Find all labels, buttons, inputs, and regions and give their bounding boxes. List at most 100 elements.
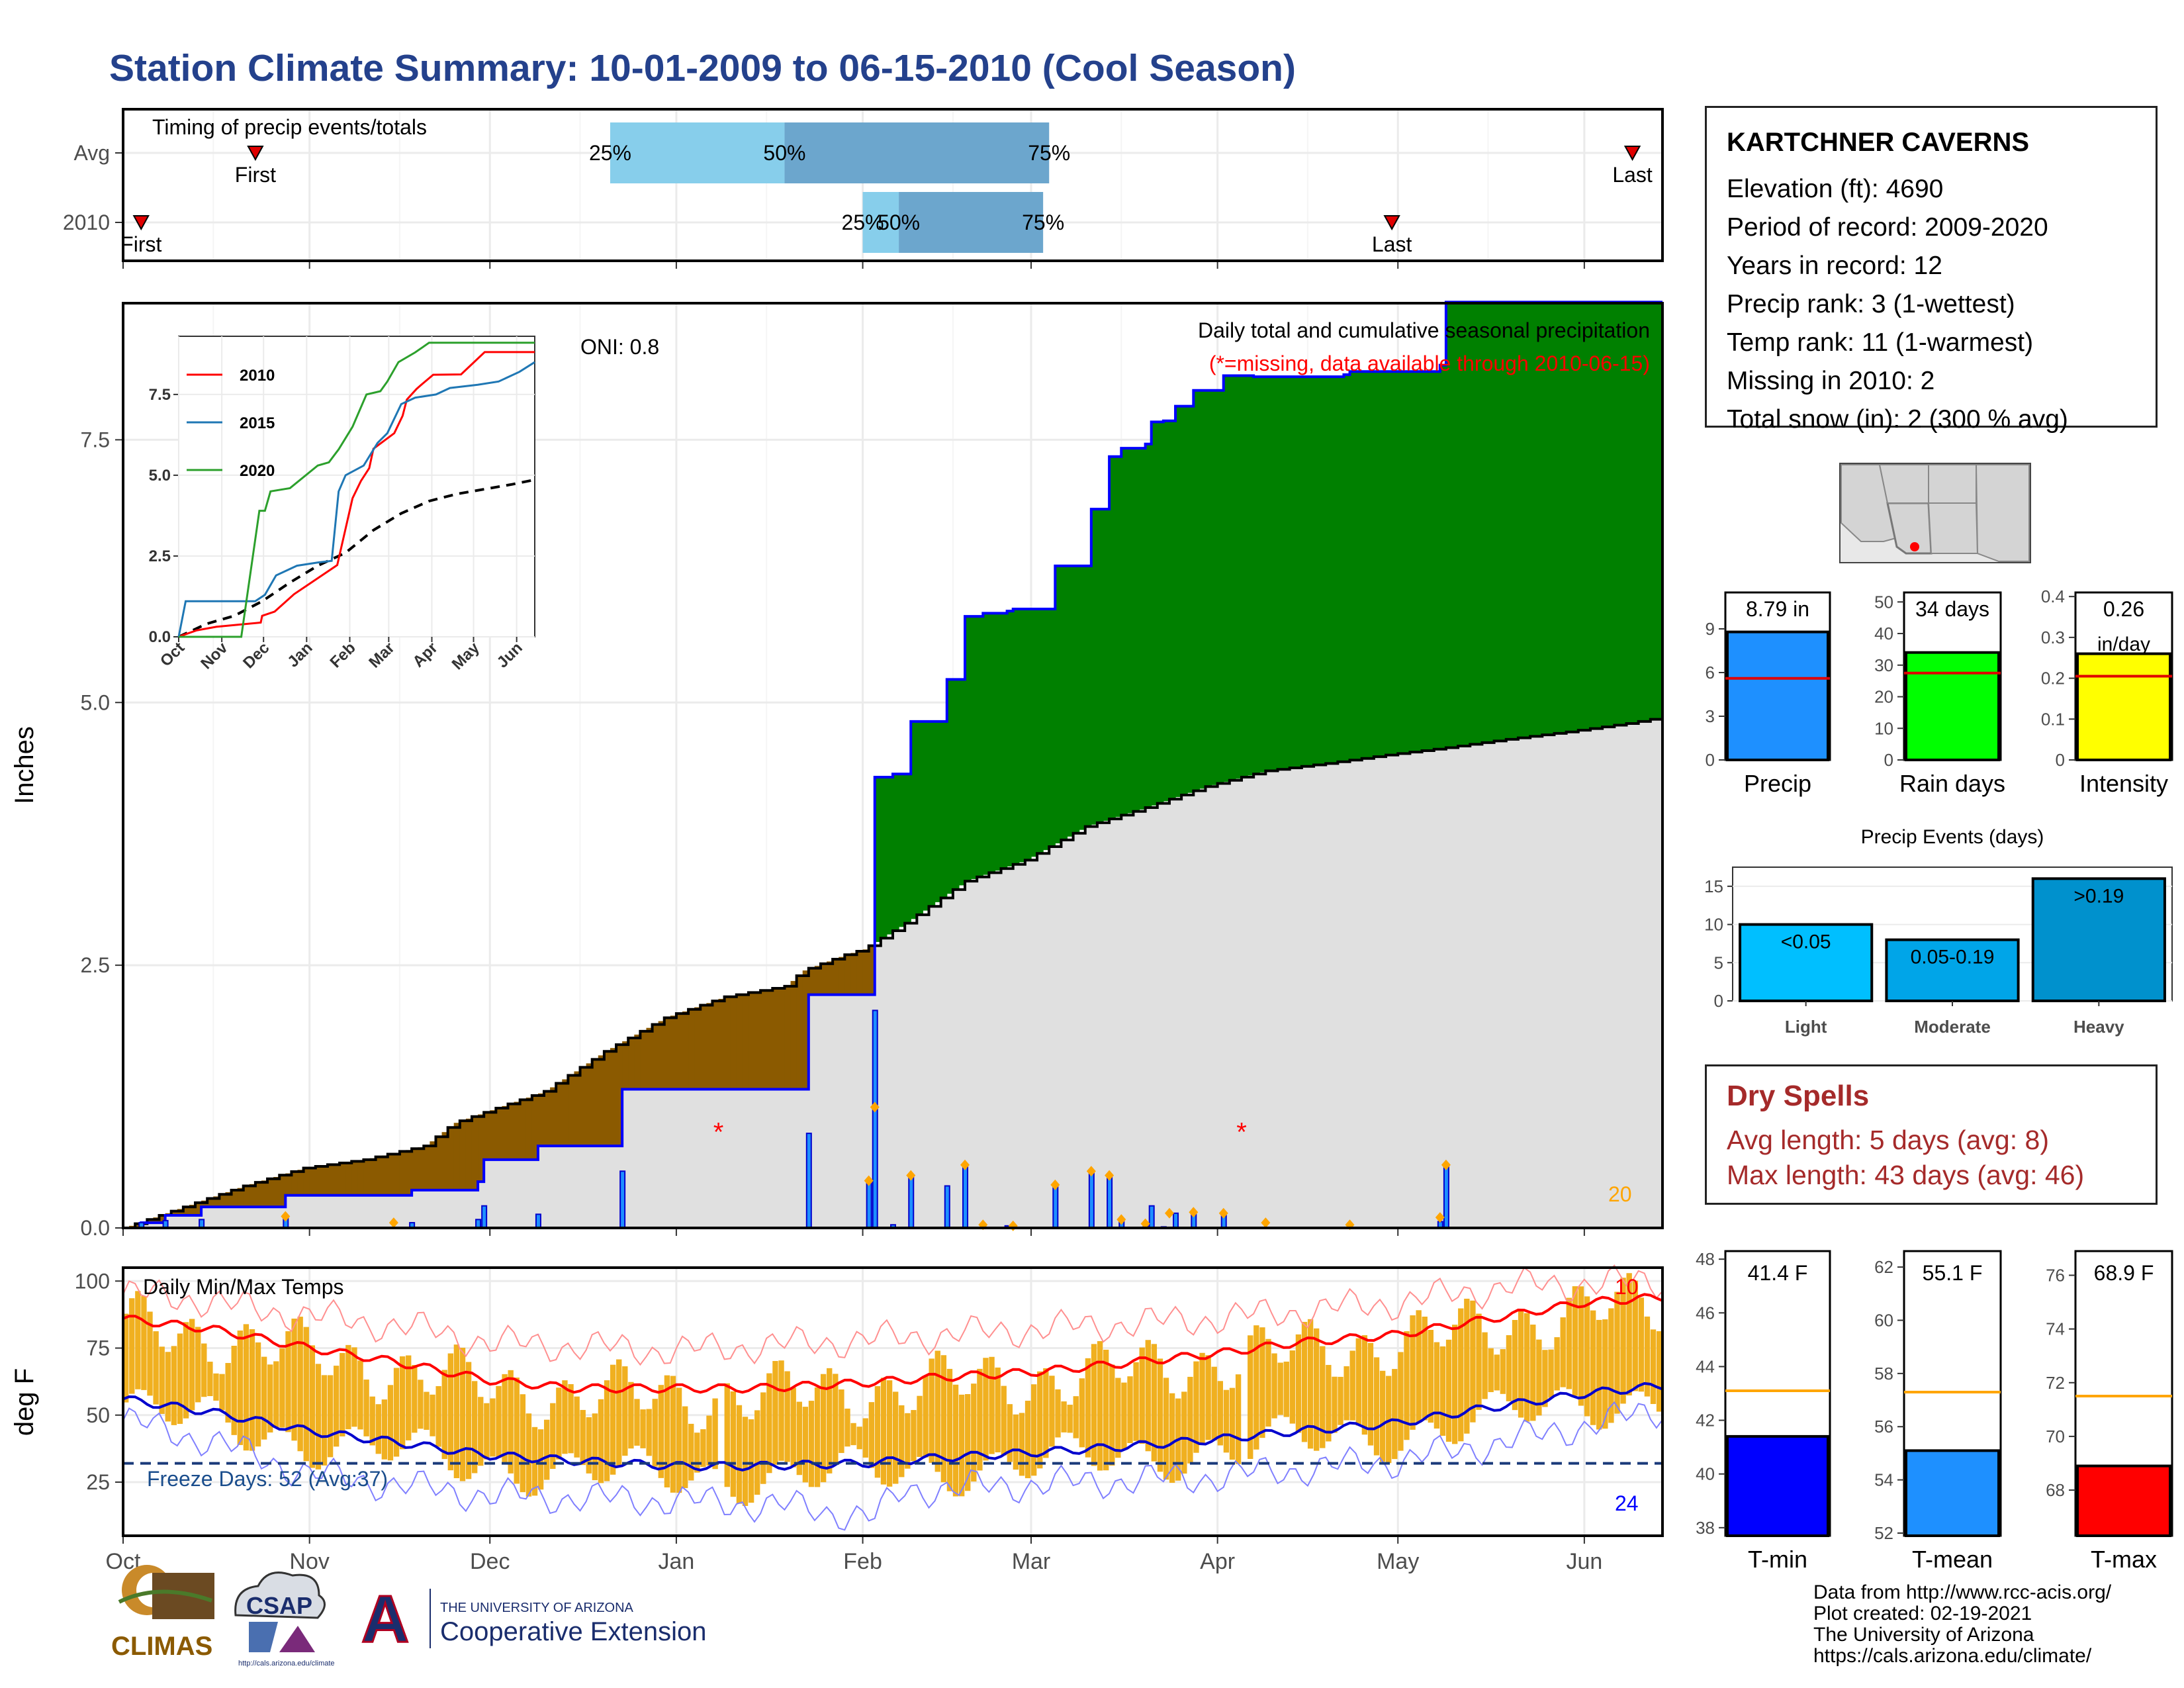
summary-value-unit: in/day bbox=[2097, 633, 2150, 655]
inset-y-tick-label: 0.0 bbox=[149, 628, 171, 646]
temps-x-tick-label: Nov bbox=[289, 1549, 329, 1574]
station-snow: Total snow (in): 2 (300 % avg) bbox=[1727, 405, 2068, 434]
temps-daily-bar bbox=[327, 1375, 334, 1458]
temps-daily-bar bbox=[1476, 1313, 1482, 1410]
precip-event-marker bbox=[1105, 1170, 1115, 1181]
temps-daily-bar bbox=[1578, 1286, 1584, 1406]
events-bar-moderate bbox=[1885, 938, 2020, 1002]
temps-daily-bar bbox=[1404, 1331, 1410, 1440]
precip-above-avg-area bbox=[1271, 377, 1279, 771]
temps-daily-bar bbox=[604, 1380, 610, 1481]
summary-y-tick-label: 0 bbox=[1884, 750, 1893, 770]
precip-above-avg-area bbox=[1073, 565, 1080, 833]
temps-daily-bar bbox=[592, 1413, 598, 1481]
temps-daily-bar bbox=[1398, 1352, 1404, 1451]
temps-daily-bar bbox=[375, 1404, 381, 1454]
precip-above-avg-area bbox=[886, 776, 893, 935]
temps-daily-bar bbox=[484, 1403, 490, 1460]
temps-daily-bar bbox=[1127, 1376, 1133, 1444]
temps-daily-bar bbox=[1428, 1330, 1434, 1423]
temps-daily-bar bbox=[754, 1410, 760, 1495]
temps-daily-bar bbox=[123, 1313, 129, 1403]
tsummary-y-tick-label: 44 bbox=[1696, 1356, 1715, 1376]
temps-daily-bar bbox=[796, 1401, 802, 1476]
precip-below-avg-area bbox=[189, 1205, 196, 1215]
temps-daily-bar bbox=[219, 1374, 225, 1411]
temps-daily-bar bbox=[742, 1417, 749, 1507]
temps-daily-bar bbox=[249, 1329, 255, 1451]
temps-daily-bar bbox=[1320, 1346, 1326, 1448]
precip-below-avg-area bbox=[279, 1175, 286, 1207]
temps-daily-bar bbox=[598, 1399, 604, 1483]
precip-above-avg-area bbox=[983, 613, 989, 875]
precip-below-avg-area bbox=[537, 1093, 545, 1147]
summary-y-tick-label: 0 bbox=[1706, 750, 1715, 770]
temps-daily-bar bbox=[1596, 1319, 1602, 1430]
precip-above-avg-area bbox=[1265, 377, 1273, 771]
temps-y-axis-label: deg F bbox=[10, 1368, 39, 1436]
precip-below-avg-area bbox=[147, 1219, 154, 1223]
precip-below-avg-area bbox=[520, 1100, 527, 1160]
temps-daily-bar bbox=[1518, 1311, 1524, 1418]
precip-below-avg-area bbox=[267, 1178, 274, 1207]
station-missing: Missing in 2010: 2 bbox=[1727, 367, 1935, 395]
precip-above-avg-area bbox=[1439, 365, 1447, 749]
precip-below-avg-area bbox=[598, 1055, 605, 1147]
timing-bar-50-75 bbox=[784, 122, 1050, 183]
temps-cold-count: 24 bbox=[1615, 1491, 1639, 1515]
temps-daily-bar bbox=[874, 1386, 881, 1478]
temps-daily-bar bbox=[1560, 1317, 1566, 1387]
summary-category-label: Rain days bbox=[1899, 770, 2005, 797]
temps-daily-bar bbox=[917, 1395, 923, 1457]
precip-below-avg-area bbox=[327, 1164, 334, 1196]
temps-daily-bar bbox=[886, 1380, 893, 1487]
temps-daily-bar bbox=[447, 1353, 453, 1471]
temps-daily-bar bbox=[820, 1374, 827, 1483]
timing-bar-50-75 bbox=[899, 192, 1044, 253]
precip-below-avg-area bbox=[171, 1211, 178, 1215]
temps-daily-bar bbox=[363, 1380, 369, 1436]
temps-freeze-label: Freeze Days: 52 (Avg:37) bbox=[147, 1467, 388, 1491]
temps-daily-bar bbox=[1181, 1391, 1187, 1474]
precip-y-tick-label: 7.5 bbox=[81, 428, 110, 451]
temps-x-tick-label: Apr bbox=[1200, 1549, 1235, 1574]
temps-daily-bar bbox=[1512, 1320, 1518, 1411]
locator-map bbox=[1839, 463, 2031, 563]
temps-daily-bar bbox=[1524, 1313, 1530, 1422]
precip-above-avg-area bbox=[1175, 406, 1182, 798]
station-info-box: KARTCHNER CAVERNS Elevation (ft): 4690 P… bbox=[1705, 106, 2158, 434]
inset-legend-label: 2020 bbox=[240, 462, 275, 480]
temps-daily-bar bbox=[129, 1298, 135, 1394]
precip-above-avg-area bbox=[1211, 390, 1218, 785]
tsummary-y-tick-label: 72 bbox=[2046, 1373, 2065, 1393]
precip-above-avg-area bbox=[1476, 302, 1483, 744]
temps-daily-bar bbox=[412, 1365, 418, 1433]
temps-daily-bar bbox=[1367, 1342, 1374, 1446]
precip-above-avg-area bbox=[1332, 377, 1338, 763]
precip-y-tick-label: 5.0 bbox=[81, 690, 110, 714]
temps-daily-bar bbox=[334, 1366, 340, 1447]
precip-event-count: 20 bbox=[1608, 1182, 1632, 1206]
precip-above-avg-area bbox=[874, 776, 882, 942]
temps-daily-bar bbox=[418, 1380, 424, 1429]
temps-daily-bar bbox=[1458, 1308, 1464, 1442]
temps-daily-bar bbox=[424, 1391, 430, 1430]
precip-above-avg-area bbox=[1530, 302, 1537, 737]
summary-y-tick-label: 30 bbox=[1874, 655, 1893, 675]
tsummary-y-tick-label: 68 bbox=[2046, 1480, 2065, 1500]
temps-daily-bar bbox=[1626, 1273, 1632, 1396]
precip-above-avg-area bbox=[1248, 375, 1254, 776]
precip-below-avg-area bbox=[135, 1223, 142, 1228]
precip-event-marker bbox=[1441, 1159, 1451, 1170]
temps-daily-bar bbox=[435, 1385, 441, 1447]
timing-label-last: Last bbox=[1612, 163, 1653, 187]
events-y-tick-label: 5 bbox=[1714, 953, 1723, 972]
timing-label-75: 75% bbox=[1028, 141, 1070, 165]
temps-daily-bar bbox=[1392, 1369, 1398, 1460]
precip-above-avg-area bbox=[1085, 565, 1092, 827]
precip-below-avg-area bbox=[496, 1108, 503, 1160]
temps-daily-bar bbox=[201, 1343, 207, 1397]
summary-y-tick-label: 40 bbox=[1874, 624, 1893, 643]
timing-frame bbox=[122, 108, 1664, 262]
